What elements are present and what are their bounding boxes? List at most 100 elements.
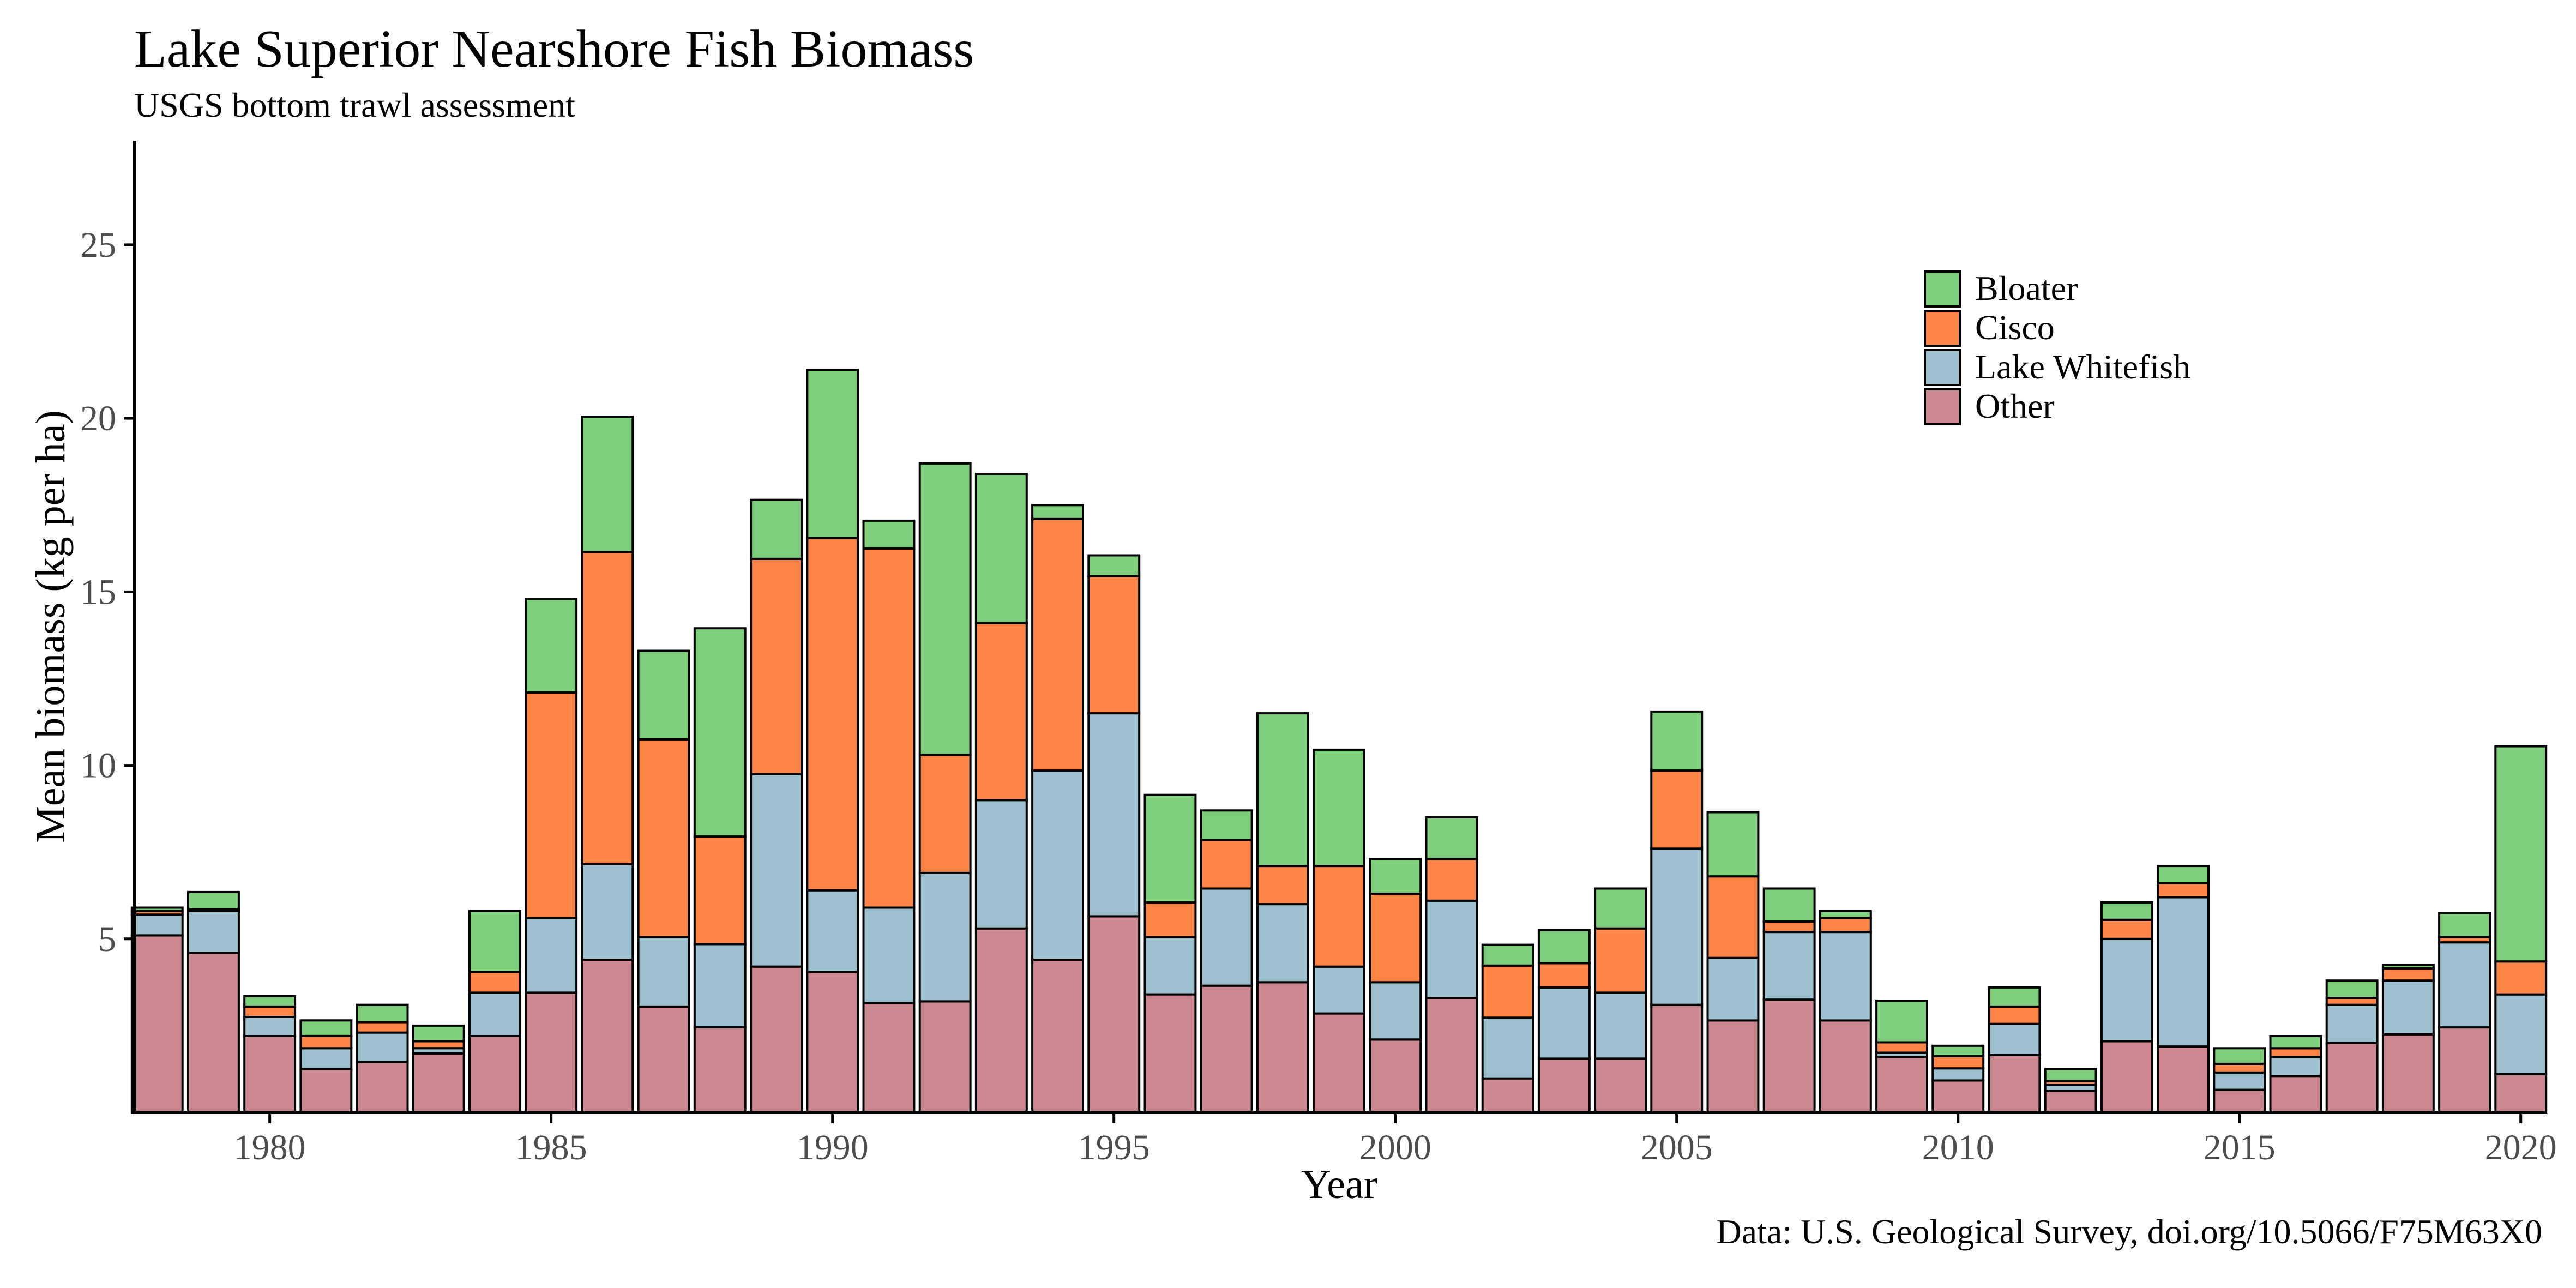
y-tick-label: 5 [98,919,116,959]
bar-cisco-2010 [1931,1055,1985,1070]
bar-other-2013 [2100,1040,2153,1114]
bar-other-2008 [1819,1019,1872,1114]
bar-cisco-2009 [1875,1041,1929,1054]
x-tick-label: 1995 [1078,1128,1150,1167]
bar-cisco-2018 [2381,967,2435,982]
bar-bloater-2000 [1369,858,1422,895]
bar-cisco-2016 [2269,1047,2322,1058]
bar-lake-whitefish-1986 [581,863,634,961]
bar-cisco-1986 [581,551,634,865]
bar-cisco-1984 [468,971,521,994]
bar-other-1987 [637,1005,690,1114]
x-ticks: 1980 1985 1990 1995 2000 2005 2010 2015 2020 [234,1112,2557,1167]
x-tick-label: 1985 [515,1128,587,1167]
bar-lake-whitefish-2015 [2213,1071,2266,1091]
y-tick-label: 15 [80,572,116,612]
bar-lake-whitefish-1978 [130,913,184,937]
bar-other-1981 [299,1068,353,1114]
bar-other-2007 [1762,998,1816,1114]
bar-lake-whitefish-2007 [1762,931,1816,1001]
bar-other-1986 [581,959,634,1114]
bar-other-1982 [356,1061,409,1114]
bar-bloater-2020 [2494,745,2548,963]
bar-other-1996 [1143,993,1197,1114]
bar-bloater-1979 [187,890,240,911]
bar-lake-whitefish-2006 [1706,956,1760,1022]
bar-bloater-2019 [2438,912,2491,938]
bar-lake-whitefish-1987 [637,936,690,1008]
bar-bloater-1986 [581,416,634,553]
bar-bloater-1995 [1087,554,1141,577]
legend-swatch-other [1924,388,1961,425]
bar-cisco-1990 [806,537,859,892]
bar-bloater-1983 [412,1024,465,1043]
axes-layer [133,141,2543,1114]
chart-caption: Data: U.S. Geological Survey, doi.org/10… [1716,1212,2542,1251]
bar-cisco-1993 [974,622,1028,802]
bar-lake-whitefish-1981 [299,1047,353,1070]
bar-other-1991 [862,1002,916,1114]
bar-bloater-2018 [2381,964,2435,970]
legend-label-other: Other [1975,387,2055,425]
bar-bloater-2007 [1762,887,1816,923]
bar-lake-whitefish-2003 [1537,986,1591,1060]
bar-lake-whitefish-2020 [2494,993,2548,1075]
bar-other-1998 [1256,981,1309,1114]
bar-lake-whitefish-1980 [243,1016,297,1037]
bar-lake-whitefish-1999 [1313,965,1366,1015]
bar-other-2006 [1706,1019,1760,1114]
bar-lake-whitefish-1984 [468,991,521,1038]
bar-cisco-1981 [299,1035,353,1050]
bar-cisco-1987 [637,738,690,938]
bar-lake-whitefish-1989 [750,773,803,968]
bar-lake-whitefish-2001 [1425,899,1478,1000]
bar-lake-whitefish-1995 [1087,712,1141,918]
bar-other-2003 [1537,1057,1591,1114]
y-ticks: 5 10 15 20 25 [80,225,135,959]
bar-bloater-2013 [2100,901,2153,921]
bar-other-2015 [2213,1088,2266,1114]
bar-other-2017 [2325,1042,2379,1114]
bar-other-1989 [750,965,803,1114]
bar-lake-whitefish-2002 [1481,1016,1534,1080]
bar-lake-whitefish-1993 [974,799,1028,930]
bar-lake-whitefish-1996 [1143,936,1197,996]
bar-other-2014 [2157,1045,2210,1114]
x-tick-label: 2005 [1641,1128,1713,1167]
bar-lake-whitefish-2000 [1369,981,1422,1041]
legend-swatch-bloater [1924,270,1961,308]
bar-other-2005 [1650,1003,1704,1114]
bar-bloater-1998 [1256,712,1309,868]
bar-cisco-2008 [1819,917,1872,934]
bar-bloater-1982 [356,1003,409,1024]
bar-other-1997 [1200,984,1253,1114]
y-tick-label: 10 [80,746,116,786]
bar-other-2002 [1481,1077,1534,1114]
x-axis-title: Year [1301,1161,1377,1207]
legend-label-bloater: Bloater [1975,269,2078,308]
bar-lake-whitefish-1979 [187,910,240,954]
bar-bloater-1981 [299,1019,353,1037]
bar-cisco-1985 [525,691,578,919]
bar-cisco-2003 [1537,962,1591,989]
bar-bloater-2004 [1594,887,1647,930]
bar-bloater-2008 [1819,910,1872,919]
bar-lake-whitefish-1988 [693,943,747,1029]
bar-other-2011 [1988,1054,2041,1114]
bar-bloater-1999 [1313,748,1366,868]
bar-other-1990 [806,971,859,1114]
bar-other-2019 [2438,1026,2491,1114]
bar-cisco-2007 [1762,920,1816,934]
chart-subtitle: USGS bottom trawl assessment [134,86,575,124]
bar-cisco-1991 [862,547,916,909]
bar-bloater-2015 [2213,1047,2266,1065]
legend-swatch-lake-whitefish [1924,349,1961,386]
bar-cisco-2015 [2213,1062,2266,1074]
bar-other-1995 [1087,915,1141,1114]
bar-other-1984 [468,1035,521,1114]
bar-cisco-2005 [1650,769,1704,850]
bar-lake-whitefish-1998 [1256,903,1309,984]
bar-bloater-1992 [918,462,972,756]
bars-layer [130,369,2548,1114]
